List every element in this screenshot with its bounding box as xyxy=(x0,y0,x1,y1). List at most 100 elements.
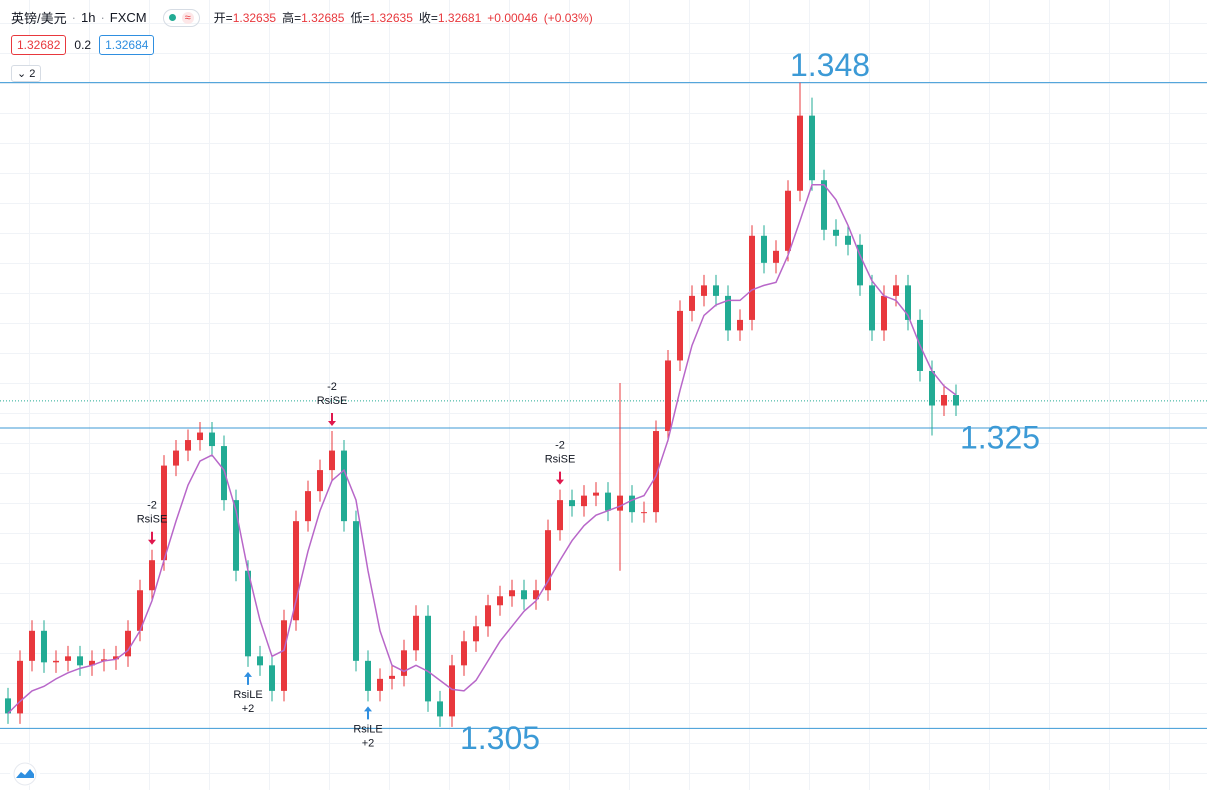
level-label: 1.305 xyxy=(460,720,540,756)
candle-body xyxy=(665,360,671,432)
indicator-count: 2 xyxy=(29,68,36,80)
interval[interactable]: 1h xyxy=(80,10,96,25)
buy-arrow xyxy=(364,706,372,720)
ohlc-close: 收=1.32681 xyxy=(419,9,481,26)
candle-body xyxy=(497,596,503,606)
candle-body xyxy=(389,675,395,679)
candle-body xyxy=(941,395,947,406)
candle-body xyxy=(821,180,827,230)
candle-body xyxy=(737,319,743,331)
candle-body xyxy=(341,450,347,522)
candle-body xyxy=(929,370,935,406)
quote: 1.32682 0.2 1.32684 xyxy=(11,35,155,55)
candle-body xyxy=(113,656,119,660)
sell-arrow xyxy=(328,413,336,427)
candle-body xyxy=(749,235,755,320)
status-icon: ≈ xyxy=(181,11,194,24)
candle-body xyxy=(5,698,11,714)
candle-body xyxy=(377,678,383,691)
candle-body xyxy=(173,450,179,466)
candle-body xyxy=(641,512,647,514)
candle-body xyxy=(269,665,275,691)
candle-body xyxy=(725,295,731,331)
candle-body xyxy=(869,285,875,331)
buy-button[interactable]: 1.32684 xyxy=(99,35,155,55)
candle-body xyxy=(581,495,587,507)
symbol: 英镑/美元 xyxy=(11,11,67,26)
signal-qty: +2 xyxy=(242,703,255,715)
candle-body xyxy=(605,492,611,511)
candle-body xyxy=(653,431,659,513)
signal-label: RsiLE xyxy=(353,723,382,735)
candle-body xyxy=(845,235,851,245)
candle-body xyxy=(569,500,575,507)
ohlc-value: 1.32681 xyxy=(437,11,482,25)
candle-body xyxy=(29,630,35,661)
ohlc-value: 1.32685 xyxy=(301,11,345,25)
moving-average xyxy=(7,183,957,714)
candle-body xyxy=(545,530,551,591)
sell-button[interactable]: 1.32682 xyxy=(11,35,67,55)
exchange: FXCM xyxy=(109,10,147,25)
candle-body xyxy=(689,295,695,311)
separator: · xyxy=(100,10,105,25)
candle-body xyxy=(149,560,155,591)
candle-body xyxy=(833,229,839,236)
candle-body xyxy=(209,432,215,447)
status-badge[interactable]: ≈ xyxy=(162,8,200,27)
candle-body xyxy=(953,395,959,406)
ohlc-value: 1.32635 xyxy=(369,11,413,25)
candle-body xyxy=(437,701,443,717)
candle-body xyxy=(677,310,683,361)
candle-body xyxy=(773,250,779,263)
candle-body xyxy=(413,615,419,651)
candle-body xyxy=(521,590,527,600)
ohlc-label: 开= xyxy=(213,11,233,25)
logo[interactable] xyxy=(10,762,40,786)
ohlc-label: 高= xyxy=(282,11,302,25)
header: 英镑/美元 · 1h · FXCM ≈ 开=1.32635 高=1.32685 低=… xyxy=(11,8,599,27)
candle-body xyxy=(893,285,899,296)
candle-body xyxy=(629,495,635,513)
candle-body xyxy=(857,244,863,286)
candle-body xyxy=(293,521,299,621)
candle-body xyxy=(89,660,95,666)
candle-body xyxy=(65,656,71,661)
candle-body xyxy=(221,446,227,501)
signal-qty: -2 xyxy=(555,440,565,452)
candle-body xyxy=(125,630,131,657)
candle-body xyxy=(701,285,707,296)
candle-body xyxy=(797,115,803,191)
sell-arrow xyxy=(148,531,156,545)
candle-body xyxy=(809,115,815,181)
candle-body xyxy=(485,605,491,627)
candle-body xyxy=(17,660,23,714)
indicator-toggle[interactable]: ⌄ 2 xyxy=(11,65,42,82)
candle-body xyxy=(593,492,599,496)
ohlc-low: 低=1.32635 xyxy=(350,9,412,26)
status-dot xyxy=(168,14,176,21)
candle-body xyxy=(713,285,719,296)
separator: · xyxy=(71,10,76,25)
candle-body xyxy=(161,465,167,561)
signal-label: RsiLE xyxy=(233,689,262,701)
candle-body xyxy=(77,656,83,666)
ohlc-high: 高=1.32685 xyxy=(282,9,344,26)
candle-body xyxy=(281,620,287,691)
candle-body xyxy=(137,590,143,631)
candle-body xyxy=(881,295,887,331)
candle-body xyxy=(905,285,911,320)
candle-body xyxy=(197,432,203,441)
candle-body xyxy=(41,630,47,663)
candle-body xyxy=(317,470,323,492)
signal-qty: +2 xyxy=(362,737,375,749)
candle-body xyxy=(461,641,467,666)
candle-body xyxy=(557,500,563,531)
level-label: 1.325 xyxy=(960,419,1040,455)
ohlc-open: 开=1.32635 xyxy=(214,9,276,26)
candle-body xyxy=(185,440,191,451)
signal-label: RsiSE xyxy=(137,514,168,526)
signal-qty: -2 xyxy=(147,500,157,512)
